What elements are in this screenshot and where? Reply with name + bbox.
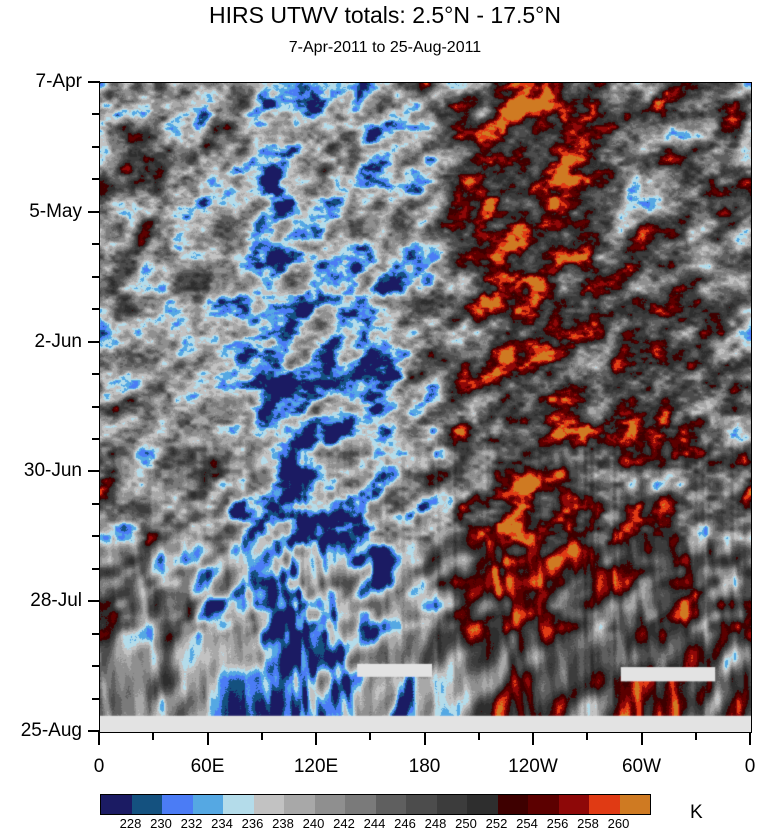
colorbar-swatch bbox=[162, 795, 193, 814]
y-axis-tick-label: 25-Aug bbox=[20, 720, 82, 741]
y-axis-minor-tick bbox=[92, 373, 100, 376]
colorbar-swatch bbox=[131, 795, 162, 814]
y-axis-tick-label: 2-Jun bbox=[34, 330, 82, 352]
colorbar-swatch bbox=[223, 795, 254, 814]
colorbar-unit-label: K bbox=[690, 802, 703, 823]
x-axis-tick-label: 60W bbox=[621, 756, 662, 777]
colorbar-tick-label: 260 bbox=[607, 816, 630, 831]
y-axis-tick bbox=[88, 210, 100, 213]
y-axis-minor-tick bbox=[92, 535, 100, 538]
x-axis-tick bbox=[423, 732, 426, 745]
hovmoller-plot bbox=[99, 82, 752, 733]
x-axis-tick bbox=[532, 732, 534, 745]
y-axis-minor-tick bbox=[92, 243, 100, 246]
colorbar-tick-label: 230 bbox=[150, 816, 172, 831]
colorbar-tick-label: 246 bbox=[394, 816, 416, 831]
colorbar-swatch bbox=[406, 795, 437, 814]
x-axis-minor-tick bbox=[152, 732, 155, 740]
y-axis-minor-tick bbox=[92, 308, 100, 311]
colorbar-tick-label: 244 bbox=[363, 816, 386, 831]
y-axis-minor-tick bbox=[92, 502, 100, 505]
x-axis-tick-label: 0 bbox=[93, 756, 105, 777]
page-subtitle: 7-Apr-2011 to 25-Aug-2011 bbox=[288, 39, 482, 56]
x-axis-minor-tick bbox=[477, 732, 480, 740]
x-axis-tick-label: 120W bbox=[508, 756, 558, 777]
colorbar-tick-label: 228 bbox=[119, 816, 142, 831]
x-axis-tick-label: 0 bbox=[744, 756, 756, 777]
colorbar-swatch bbox=[192, 795, 223, 814]
y-axis-minor-tick bbox=[92, 632, 100, 635]
colorbar-tick-label: 254 bbox=[516, 816, 538, 831]
x-axis-minor-tick bbox=[586, 732, 589, 740]
y-axis-tick bbox=[88, 730, 100, 732]
x-axis-tick-label: 180 bbox=[408, 756, 441, 777]
y-axis-minor-tick bbox=[92, 697, 100, 700]
colorbar-swatch bbox=[558, 795, 589, 814]
y-axis-tick bbox=[88, 81, 100, 83]
y-axis-minor-tick bbox=[92, 567, 100, 570]
colorbar-tick-label: 242 bbox=[333, 816, 355, 831]
x-axis-tick bbox=[206, 732, 209, 745]
x-axis-minor-tick bbox=[694, 732, 697, 740]
y-axis-tick-label: 28-Jul bbox=[30, 590, 82, 612]
colorbar-tick-label: 258 bbox=[577, 816, 599, 831]
y-axis-tick bbox=[88, 470, 100, 473]
x-axis-minor-tick bbox=[369, 732, 372, 740]
colorbar-tick-label: 250 bbox=[455, 816, 477, 831]
y-axis-minor-tick bbox=[92, 665, 100, 668]
x-axis-tick bbox=[98, 732, 100, 745]
colorbar-swatch bbox=[253, 795, 284, 814]
colorbar-swatch bbox=[436, 795, 467, 814]
y-axis-tick-label: 30-Jun bbox=[23, 460, 82, 482]
page-title: HIRS UTWV totals: 2.5°N - 17.5°N bbox=[209, 2, 561, 28]
colorbar-swatch bbox=[314, 795, 345, 814]
colorbar-tick-label: 232 bbox=[180, 816, 203, 831]
colorbar-tick-label: 234 bbox=[211, 816, 233, 831]
colorbar-swatch bbox=[284, 795, 315, 814]
colorbar-swatch bbox=[497, 795, 528, 814]
y-axis-tick-label: 5-May bbox=[29, 200, 82, 222]
y-axis-minor-tick bbox=[92, 113, 100, 116]
y-axis-tick bbox=[88, 600, 100, 603]
x-axis-minor-tick bbox=[260, 732, 263, 740]
y-axis-tick bbox=[88, 340, 100, 343]
colorbar-tick-label: 256 bbox=[546, 816, 569, 831]
colorbar bbox=[100, 794, 651, 815]
colorbar-swatch bbox=[589, 795, 620, 814]
heatmap-canvas bbox=[100, 83, 751, 732]
x-axis-tick-label: 120E bbox=[293, 756, 339, 777]
x-axis-tick-label: 60E bbox=[190, 756, 225, 777]
colorbar-swatch bbox=[375, 795, 406, 814]
y-axis-minor-tick bbox=[92, 145, 100, 148]
colorbar-tick-label: 238 bbox=[272, 816, 294, 831]
colorbar-swatch bbox=[619, 795, 650, 814]
y-axis-minor-tick bbox=[92, 437, 100, 440]
colorbar-tick-label: 236 bbox=[241, 816, 264, 831]
colorbar-swatch bbox=[467, 795, 498, 814]
colorbar-tick-label: 248 bbox=[424, 816, 447, 831]
colorbar-swatch bbox=[528, 795, 559, 814]
y-axis-minor-tick bbox=[92, 405, 100, 408]
y-axis-tick-label: 7-Apr bbox=[35, 71, 82, 92]
colorbar-tick-label: 240 bbox=[302, 816, 325, 831]
colorbar-tick-label: 252 bbox=[485, 816, 508, 831]
x-axis-tick bbox=[749, 732, 751, 745]
y-axis-minor-tick bbox=[92, 178, 100, 181]
y-axis-minor-tick bbox=[92, 275, 100, 278]
colorbar-swatch bbox=[345, 795, 376, 814]
x-axis-tick bbox=[315, 732, 317, 745]
colorbar-swatch bbox=[101, 795, 132, 814]
x-axis-tick bbox=[640, 732, 643, 745]
